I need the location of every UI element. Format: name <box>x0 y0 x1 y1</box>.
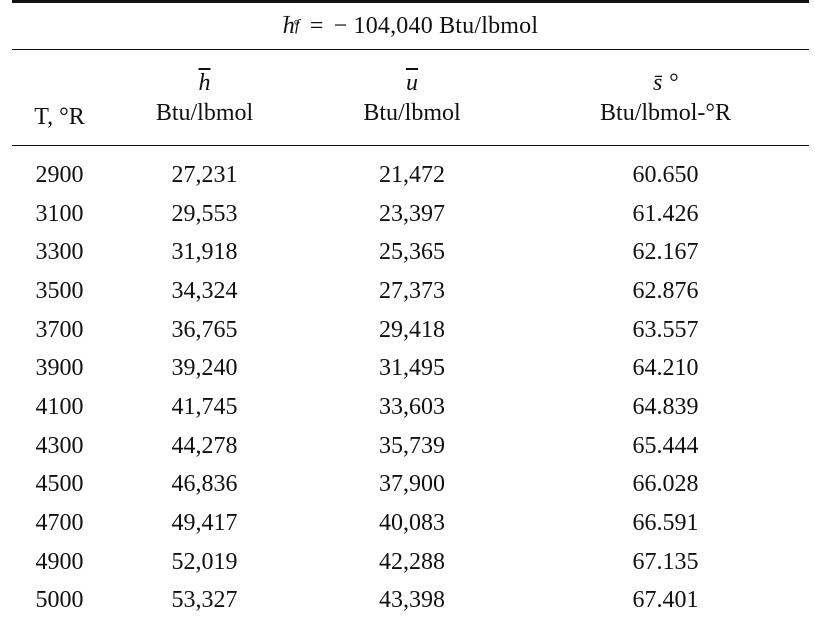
column-header-temperature: T, °R <box>12 102 107 132</box>
table-cell: 34,324 <box>171 277 238 304</box>
table-cell: 61.426 <box>632 200 699 227</box>
table-row: 3700 36,765 29,418 63.557 <box>12 311 809 350</box>
table-row: 3500 34,324 27,373 62.876 <box>12 272 809 311</box>
table-cell: 63.557 <box>632 316 699 343</box>
table-cell: 3100 <box>35 200 84 227</box>
table-cell: 23,397 <box>379 200 445 227</box>
table-row: 5000 53,327 43,398 67.401 <box>12 582 809 621</box>
table-cell: 3300 <box>35 239 84 266</box>
table-cell: 62.167 <box>632 239 699 266</box>
table-cell: 52,019 <box>171 548 238 575</box>
column-symbol: s̄ ° <box>653 70 678 96</box>
table-cell: 21,472 <box>379 161 445 188</box>
table-cell: 64.210 <box>632 355 699 382</box>
table-cell: 40,083 <box>379 510 445 537</box>
table-cell: 2900 <box>35 161 84 188</box>
top-rule <box>12 0 809 3</box>
table-cell: 4300 <box>35 432 84 459</box>
table-row: 4100 41,745 33,603 64.839 <box>12 388 809 427</box>
formation-symbol: ‾ h <box>282 12 295 39</box>
column-unit: Btu/lbmol-°R <box>600 100 731 126</box>
table-cell: 25,365 <box>379 239 445 266</box>
table-cell: 3500 <box>35 277 84 304</box>
table-cell: 5000 <box>35 587 84 614</box>
column-header-internal-energy: u Btu/lbmol <box>302 68 522 128</box>
table-cell: 29,418 <box>379 316 445 343</box>
table-cell: 4700 <box>35 510 84 537</box>
table-cell: 27,231 <box>171 161 238 188</box>
table-cell: 53,327 <box>171 587 238 614</box>
formation-subscript: f <box>294 17 300 34</box>
table-cell: 39,240 <box>171 355 238 382</box>
table-cell: 65.444 <box>632 432 699 459</box>
table-cell: 27,373 <box>379 277 445 304</box>
column-unit: Btu/lbmol <box>155 100 254 126</box>
table-cell: 29,553 <box>171 200 238 227</box>
header-top-rule <box>12 49 809 50</box>
table-cell: 4900 <box>35 548 84 575</box>
table-cell: 33,603 <box>379 393 445 420</box>
column-header-entropy: s̄ ° Btu/lbmol-°R <box>522 68 809 128</box>
table-row: 3900 39,240 31,495 64.210 <box>12 349 809 388</box>
column-symbol: u <box>406 70 418 96</box>
column-unit: T, °R <box>34 104 85 130</box>
table-cell: 4100 <box>35 393 84 420</box>
table-cell: 64.839 <box>632 393 699 420</box>
table-row: 2900 27,231 21,472 60.650 <box>12 156 809 195</box>
formation-value: − 104,040 Btu/lbmol <box>333 12 539 39</box>
table-cell: 62.876 <box>632 277 699 304</box>
column-unit: Btu/lbmol <box>363 100 461 126</box>
column-header-enthalpy: h Btu/lbmol <box>107 68 302 128</box>
table-cell: 4500 <box>35 471 84 498</box>
table-cell: 67.135 <box>632 548 699 575</box>
table-cell: 46,836 <box>171 471 238 498</box>
table-cell: 60.650 <box>632 161 699 188</box>
table-cell: 31,495 <box>379 355 445 382</box>
table-cell: 41,745 <box>171 393 238 420</box>
table-row: 3100 29,553 23,397 61.426 <box>12 195 809 234</box>
table-cell: 42,288 <box>379 548 445 575</box>
header-bottom-rule <box>12 145 809 146</box>
table-cell: 44,278 <box>171 432 238 459</box>
table-row: 4300 44,278 35,739 65.444 <box>12 427 809 466</box>
table-row: 4900 52,019 42,288 67.135 <box>12 543 809 582</box>
table-cell: 31,918 <box>171 239 238 266</box>
table-header: T, °R h Btu/lbmol u Btu/lbmol s̄ ° Btu/l… <box>12 50 809 145</box>
table-cell: 66.591 <box>632 510 699 537</box>
table-row: 3300 31,918 25,365 62.167 <box>12 233 809 272</box>
table-cell: 37,900 <box>379 471 445 498</box>
data-table: 2900 27,231 21,472 60.650 3100 29,553 23,397 61… <box>12 156 809 620</box>
table-cell: 36,765 <box>171 316 238 343</box>
table-row: 4700 49,417 40,083 66.591 <box>12 504 809 543</box>
table-cell: 43,398 <box>379 587 445 614</box>
enthalpy-of-formation-line: ‾ h f ° = − 104,040 Btu/lbmol <box>12 3 809 49</box>
table-cell: 3900 <box>35 355 84 382</box>
table-cell: 67.401 <box>632 587 699 614</box>
table-cell: 49,417 <box>171 510 238 537</box>
formation-equals: = <box>309 12 324 39</box>
column-symbol: h <box>198 70 211 96</box>
property-table: ‾ h f ° = − 104,040 Btu/lbmol T, °R h Btu/l… <box>12 0 809 620</box>
table-cell: 35,739 <box>379 432 445 459</box>
table-row: 4500 46,836 37,900 66.028 <box>12 466 809 505</box>
table-cell: 66.028 <box>632 471 699 498</box>
formation-superscript: ° <box>293 17 300 34</box>
table-cell: 3700 <box>35 316 84 343</box>
